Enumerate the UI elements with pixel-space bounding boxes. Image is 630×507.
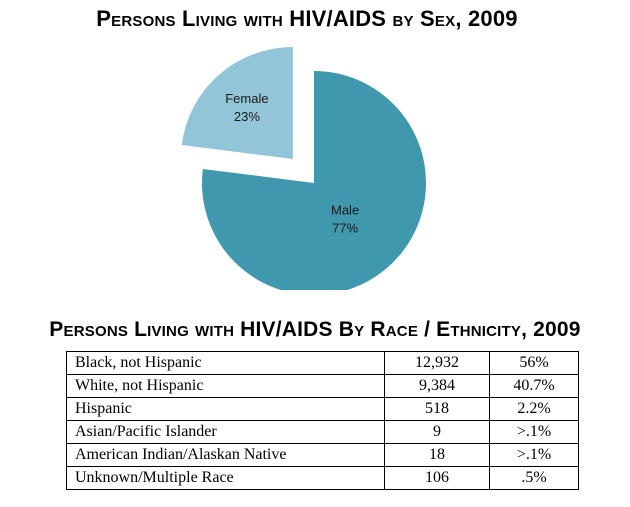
- count-cell: 18: [384, 443, 490, 467]
- count-cell: 9,384: [384, 374, 490, 398]
- percent-cell: .5%: [489, 466, 579, 490]
- race-cell: Black, not Hispanic: [66, 351, 385, 375]
- pie-label-female-value: 23%: [234, 109, 260, 124]
- table-row: Unknown/Multiple Race 106.5%: [66, 466, 579, 490]
- race-cell: Hispanic: [66, 397, 385, 421]
- race-cell: Asian/Pacific Islander: [66, 420, 385, 444]
- pie-label-female-name: Female: [225, 91, 268, 106]
- percent-cell: 40.7%: [489, 374, 579, 398]
- race-cell: American Indian/Alaskan Native: [66, 443, 385, 467]
- percent-cell: 56%: [489, 351, 579, 375]
- count-cell: 106: [384, 466, 490, 490]
- table-row: White, not Hispanic 9,384 40.7%: [66, 374, 579, 398]
- sex-pie-chart: Male 77% Female 23%: [181, 46, 426, 290]
- table-title: Persons Living with HIV/AIDS By Race / E…: [49, 318, 581, 341]
- percent-cell: 2.2%: [489, 397, 579, 421]
- table-row: American Indian/Alaskan Native 18 >.1%: [66, 443, 579, 467]
- count-cell: 9: [384, 420, 490, 444]
- percent-cell: >.1%: [489, 443, 579, 467]
- race-cell: White, not Hispanic: [66, 374, 385, 398]
- pie-slice-male: [202, 71, 426, 290]
- table-row: Black, not Hispanic 12,932 56%: [66, 351, 579, 375]
- pie-slice-female: [181, 46, 293, 159]
- percent-cell: >.1%: [489, 420, 579, 444]
- table-row: Asian/Pacific Islander 9 >.1%: [66, 420, 579, 444]
- table-row: Hispanic 518 2.2%: [66, 397, 579, 421]
- pie-label-male-name: Male: [331, 202, 359, 217]
- race-cell: Unknown/Multiple Race: [66, 466, 385, 490]
- pie-chart-title: Persons Living with HIV/AIDS by Sex, 200…: [96, 6, 518, 31]
- race-ethnicity-table: Black, not Hispanic 12,932 56% White, not H…: [66, 351, 579, 490]
- count-cell: 12,932: [384, 351, 490, 375]
- count-cell: 518: [384, 397, 490, 421]
- pie-label-male-value: 77%: [332, 220, 358, 235]
